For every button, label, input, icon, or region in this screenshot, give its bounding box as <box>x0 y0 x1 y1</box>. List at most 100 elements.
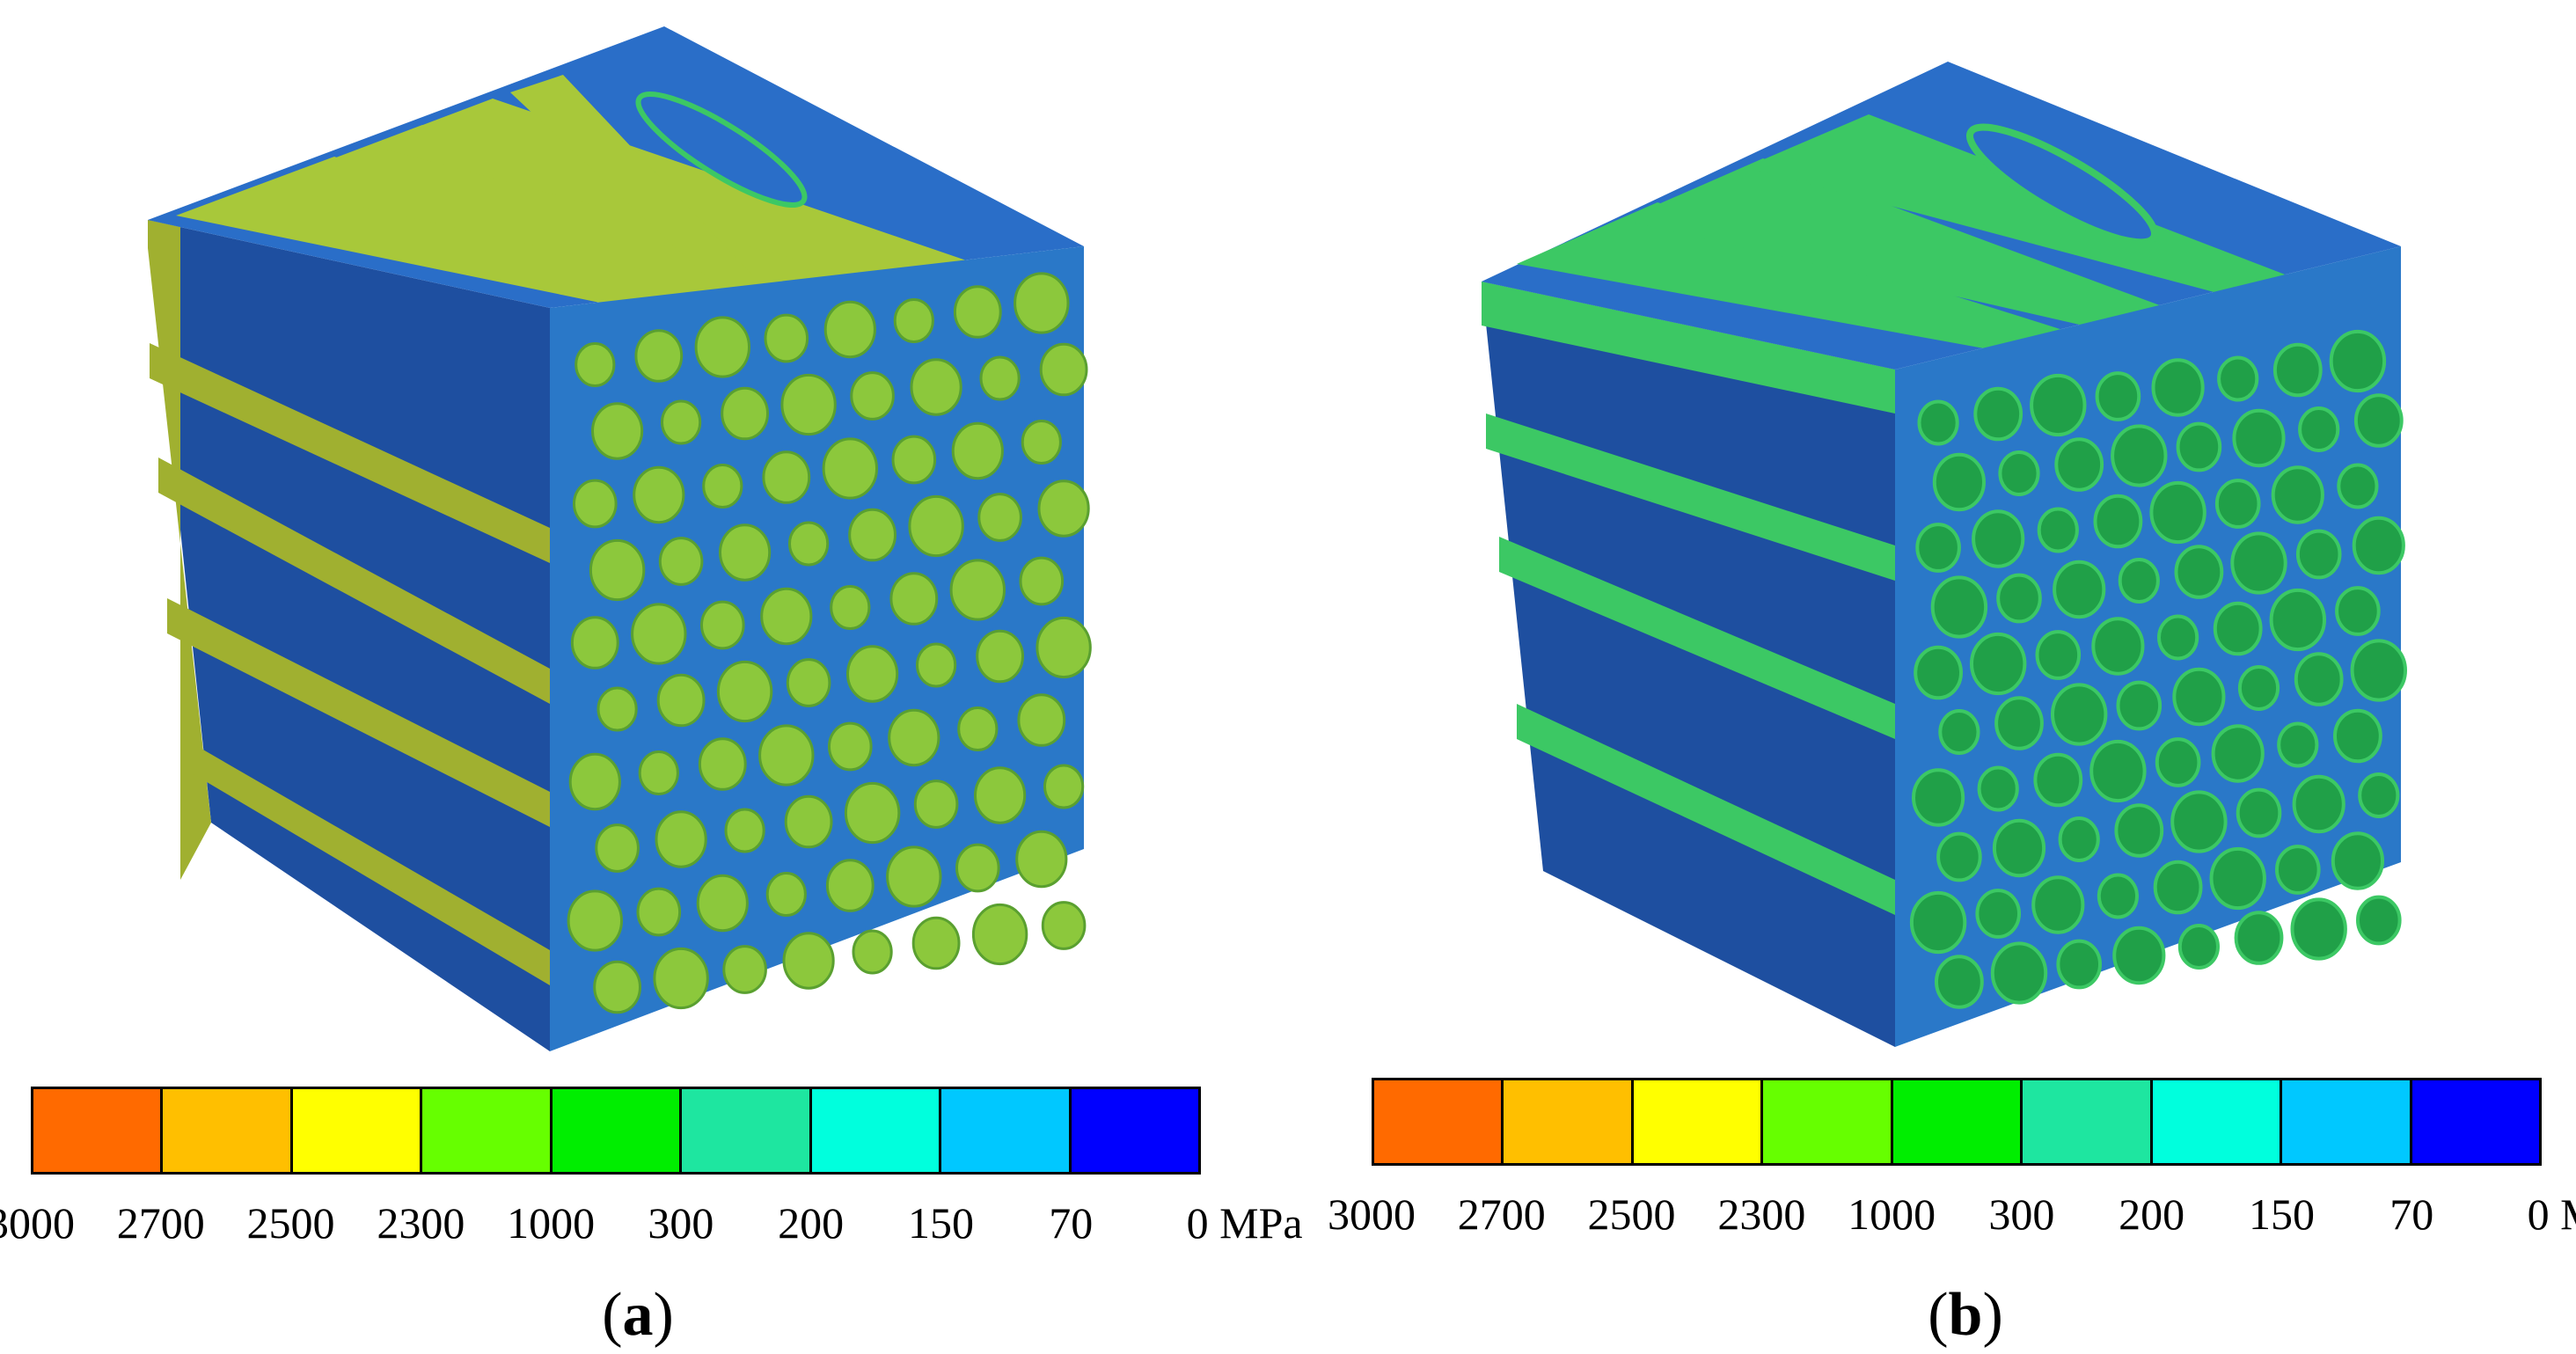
fiber-cross-section <box>788 521 830 567</box>
legend-swatch <box>33 1089 164 1172</box>
legend-swatch <box>1633 1080 1764 1163</box>
fiber-cross-section <box>974 766 1027 824</box>
legend-swatch <box>682 1089 812 1172</box>
legend-tick-label: 300 <box>648 1198 714 1248</box>
legend-tick-label: 2300 <box>377 1198 465 1248</box>
legend-tick-label: 200 <box>778 1198 845 1248</box>
fiber-cross-section <box>1970 632 2027 696</box>
fiber-cross-section <box>1912 768 1965 827</box>
fiber-cross-section <box>1998 450 2040 496</box>
fiber-cross-section <box>2230 531 2287 595</box>
fiber-cross-section <box>784 794 833 849</box>
fiber-cross-section <box>1936 831 1982 882</box>
fiber-cross-section <box>2232 408 2286 468</box>
fiber-cross-section <box>822 437 878 500</box>
fiber-cross-section <box>2275 845 2321 895</box>
fiber-cross-section <box>910 358 962 416</box>
fiber-cross-section <box>1972 509 2025 568</box>
fiber-cross-section <box>2097 873 2140 919</box>
stress-cube-a <box>148 26 1092 1051</box>
fiber-cross-section <box>702 464 743 509</box>
legend-tick-label: 150 <box>907 1198 974 1248</box>
fiber-cross-section <box>977 493 1022 542</box>
fiber-cross-section <box>2213 601 2263 656</box>
fiber-cross-section <box>636 887 682 937</box>
fiber-cross-section <box>2217 355 2259 402</box>
fiber-cross-section <box>2350 639 2408 702</box>
fiber-cross-section <box>2091 617 2145 676</box>
fiber-cross-section <box>2033 752 2083 808</box>
fiber-cross-section <box>2053 560 2106 619</box>
fiber-cross-section <box>889 572 939 626</box>
fiber-cross-section <box>2174 545 2224 599</box>
fiber-cross-section <box>2337 463 2379 509</box>
fiber-cross-section <box>1039 342 1088 397</box>
fiber-cross-section <box>2093 494 2143 549</box>
fiber-cross-section <box>891 435 937 485</box>
fiber-cross-section <box>953 285 1002 339</box>
fiber-cross-section <box>2211 724 2265 783</box>
fiber-cross-section <box>570 616 619 670</box>
fiber-cross-section <box>949 559 1006 621</box>
legend-swatch <box>811 1089 942 1172</box>
legend-swatch <box>422 1089 553 1172</box>
fiber-cross-section <box>846 645 899 703</box>
fiber-cross-section <box>2290 897 2347 961</box>
legend-swatch <box>1504 1080 1634 1163</box>
legend-tick-label: 150 <box>2248 1189 2315 1239</box>
legend-swatch <box>941 1089 1072 1172</box>
fiber-cross-section <box>780 373 837 436</box>
fiber-cross-section <box>1935 955 1984 1009</box>
fiber-cross-section <box>2031 875 2085 934</box>
fiber-cross-section <box>567 889 623 952</box>
fiber-cross-section <box>2329 329 2387 393</box>
fiber-cross-section <box>653 947 709 1010</box>
fiber-cross-section <box>2157 614 2199 661</box>
fiber-cross-section <box>2114 803 2164 858</box>
fiber-cross-section <box>1938 709 1980 755</box>
fiber-cross-section <box>908 494 964 558</box>
fiber-cross-section <box>2035 630 2082 680</box>
legend-swatch <box>552 1089 683 1172</box>
fiber-cross-section <box>2269 588 2327 652</box>
legend-swatch <box>292 1089 423 1172</box>
fiber-cross-section <box>764 313 809 363</box>
legend-swatch <box>1892 1080 2023 1163</box>
fiber-cross-section <box>2116 680 2163 731</box>
fiber-cross-section <box>1015 830 1068 889</box>
stress-legend-b <box>1372 1078 2542 1166</box>
fiber-cross-section <box>828 721 873 772</box>
fiber-cross-section <box>2095 371 2141 421</box>
legend-tick-label: 200 <box>2119 1189 2185 1239</box>
fiber-cross-section <box>765 872 807 917</box>
legend-swatch <box>1071 1089 1198 1172</box>
fiber-cross-section <box>886 845 942 908</box>
fiber-cross-section <box>722 945 767 994</box>
legend-tick-label: 1000 <box>1848 1189 1936 1239</box>
fiber-cross-section <box>2177 924 2221 970</box>
fiber-cross-section <box>2058 816 2100 862</box>
fiber-cross-section <box>694 316 750 378</box>
fiber-cross-section <box>1043 764 1085 809</box>
fiber-cross-section <box>955 843 1000 893</box>
fiber-cross-section <box>2037 507 2079 553</box>
fiber-cross-section <box>2335 586 2381 636</box>
fiber-sections-front <box>567 272 1092 1014</box>
legend-swatch <box>163 1089 293 1172</box>
fiber-cross-section <box>911 916 961 970</box>
legend-tick-label: 2500 <box>246 1198 335 1248</box>
fiber-cross-section <box>2209 846 2266 911</box>
fiber-cross-section <box>2352 516 2405 575</box>
legend-tick-label: 2300 <box>1717 1189 1806 1239</box>
fiber-cross-section <box>1932 452 1987 512</box>
fiber-cross-section <box>2237 665 2280 711</box>
panel-a: 3000 2700 2500 2300 1000 300 200 150 70 0 MPa (a) <box>0 26 1303 1346</box>
fiber-cross-section <box>2295 529 2342 580</box>
fiber-cross-section <box>1992 818 2046 878</box>
legend-tick-label: 2700 <box>116 1198 205 1248</box>
fiber-cross-section <box>696 874 749 933</box>
fiber-cross-section <box>1019 556 1065 606</box>
fiber-cross-section <box>979 355 1021 401</box>
fiber-cross-section <box>1914 645 1963 700</box>
legend-tick-label: 70 <box>2389 1189 2434 1239</box>
